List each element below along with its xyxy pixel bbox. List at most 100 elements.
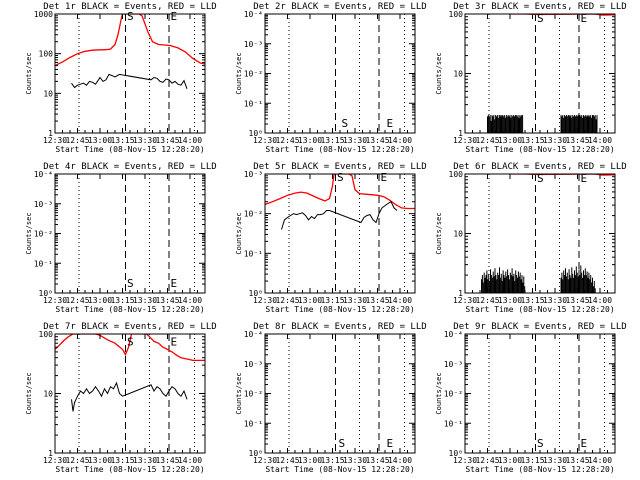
y-tick-label: 10 — [453, 230, 463, 239]
x-tick-label: 13:45 — [365, 456, 389, 465]
x-tick-label: 12:45 — [65, 136, 89, 145]
x-tick-label: 14:00 — [388, 296, 412, 305]
plot-frame — [264, 173, 416, 294]
y-tick-label: 10⁻⁴ — [34, 170, 53, 179]
x-tick-label: 12:30 — [453, 136, 477, 145]
x-tick-label: 13:00 — [498, 456, 522, 465]
x-axis-label: Start Time (08-Nov-15 12:28:20) — [55, 465, 204, 474]
series-group — [265, 174, 415, 230]
panel-det-7: Det 7r BLACK = Events, RED = LLD S E 1 10 100… — [25, 322, 217, 474]
x-tick-label: 14:00 — [388, 456, 412, 465]
x-tick-label: 13:30 — [133, 456, 157, 465]
y-tick-label: 10⁻³ — [244, 360, 263, 369]
x-tick-label: 12:45 — [475, 296, 499, 305]
y-tick-label: 10 — [43, 89, 53, 98]
plot-frame — [464, 333, 616, 454]
lld-series-line — [510, 14, 615, 16]
y-tick-label: 10⁻¹ — [244, 99, 263, 108]
x-axis-label: Start Time (08-Nov-15 12:28:20) — [55, 305, 204, 314]
x-tick-label: 12:45 — [475, 456, 499, 465]
x-tick-label: 14:00 — [588, 456, 612, 465]
panel-det-4: Det 4r BLACK = Events, RED = LLD S E 10⁰ 10⁻… — [25, 162, 217, 314]
x-tick-label: 13:00 — [298, 456, 322, 465]
lld-series-line — [55, 334, 205, 362]
y-axis-label: Counts/sec — [25, 372, 33, 414]
x-tick-label: 13:45 — [365, 136, 389, 145]
end-marker-label: E — [171, 277, 178, 290]
x-tick-label: 13:30 — [543, 136, 567, 145]
plot-frame — [264, 13, 416, 134]
y-tick-label: 10 — [43, 390, 53, 399]
x-tick-label: 12:30 — [253, 456, 277, 465]
y-tick-label: 10⁻² — [34, 230, 53, 239]
start-marker-label: S — [537, 172, 544, 185]
y-tick-label: 100 — [39, 50, 54, 59]
x-tick-label: 12:45 — [65, 456, 89, 465]
x-tick-label: 12:30 — [453, 456, 477, 465]
x-tick-label: 12:30 — [253, 296, 277, 305]
y-axis-label: Counts/sec — [235, 52, 243, 94]
x-tick-label: 13:45 — [155, 296, 179, 305]
x-tick-label: 12:45 — [275, 456, 299, 465]
x-tick-label: 13:15 — [520, 136, 544, 145]
x-tick-label: 13:30 — [543, 456, 567, 465]
y-tick-label: 1000 — [34, 10, 53, 19]
x-tick-label: 13:45 — [155, 136, 179, 145]
y-axis-label: Counts/sec — [235, 212, 243, 254]
panel-title: Det 6r BLACK = Events, RED = LLD — [453, 162, 626, 172]
series-group — [55, 14, 205, 89]
y-axis-label: Counts/sec — [435, 212, 443, 254]
y-tick-label: 10⁻³ — [34, 200, 53, 209]
x-tick-label: 13:45 — [155, 456, 179, 465]
end-marker-label: E — [387, 117, 394, 130]
x-tick-label: 13:00 — [498, 296, 522, 305]
x-tick-label: 12:30 — [43, 136, 67, 145]
panel-det-9: Det 9r BLACK = Events, RED = LLD S E 10⁰ 10⁻… — [435, 322, 627, 474]
y-tick-label: 10⁻¹ — [34, 259, 53, 268]
start-marker-label: S — [337, 171, 344, 184]
end-marker-label: E — [387, 437, 394, 450]
x-tick-label: 13:15 — [320, 136, 344, 145]
x-tick-label: 12:45 — [65, 296, 89, 305]
x-tick-label: 12:45 — [275, 136, 299, 145]
y-tick-label: 10⁻³ — [244, 170, 263, 179]
y-tick-label: 10⁻¹ — [244, 419, 263, 428]
events-series-line — [71, 73, 188, 89]
x-axis-label: Start Time (08-Nov-15 12:28:20) — [465, 465, 614, 474]
x-axis-label: Start Time (08-Nov-15 12:28:20) — [465, 305, 614, 314]
panel-det-2: Det 2r BLACK = Events, RED = LLD S E 10⁰ 10⁻… — [235, 2, 427, 154]
y-tick-label: 10⁰ — [39, 289, 53, 298]
plot-frame — [54, 173, 206, 294]
x-tick-label: 12:30 — [453, 296, 477, 305]
y-tick-label: 1 — [458, 129, 463, 138]
x-tick-label: 14:00 — [178, 456, 202, 465]
x-tick-label: 12:45 — [475, 136, 499, 145]
end-marker-label: E — [581, 437, 588, 450]
x-tick-label: 13:00 — [498, 136, 522, 145]
y-tick-label: 10⁻⁴ — [444, 330, 463, 339]
start-marker-label: S — [537, 12, 544, 25]
x-tick-label: 12:30 — [253, 136, 277, 145]
plot-frame — [54, 13, 206, 134]
y-tick-label: 10⁻² — [244, 210, 263, 219]
x-tick-label: 12:30 — [43, 456, 67, 465]
x-tick-label: 13:30 — [133, 136, 157, 145]
x-tick-label: 13:45 — [565, 296, 589, 305]
x-tick-label: 13:30 — [343, 296, 367, 305]
x-tick-label: 12:45 — [275, 296, 299, 305]
x-tick-label: 13:30 — [343, 456, 367, 465]
y-tick-label: 10⁻¹ — [444, 419, 463, 428]
panel-title: Det 5r BLACK = Events, RED = LLD — [253, 162, 426, 172]
events-series-line — [71, 381, 188, 412]
y-tick-label: 10⁻² — [444, 390, 463, 399]
x-axis-label: Start Time (08-Nov-15 12:28:20) — [465, 145, 614, 154]
x-tick-label: 13:30 — [343, 136, 367, 145]
panel-title: Det 3r BLACK = Events, RED = LLD — [453, 2, 626, 12]
start-marker-label: S — [127, 277, 134, 290]
y-tick-label: 10⁻³ — [244, 40, 263, 49]
y-axis-label: Counts/sec — [25, 212, 33, 254]
